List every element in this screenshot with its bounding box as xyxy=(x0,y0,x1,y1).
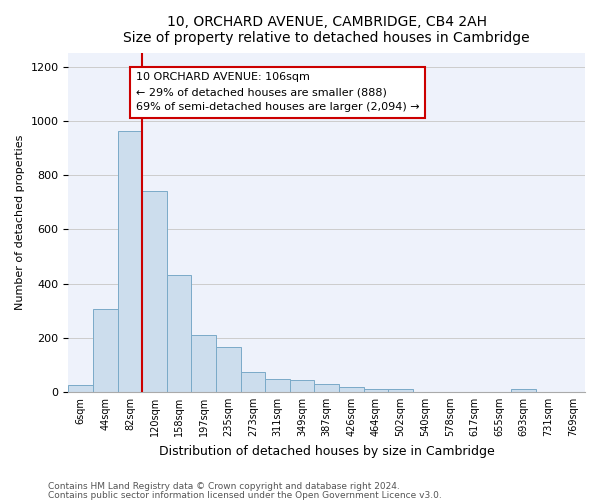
X-axis label: Distribution of detached houses by size in Cambridge: Distribution of detached houses by size … xyxy=(159,444,494,458)
Text: Contains public sector information licensed under the Open Government Licence v3: Contains public sector information licen… xyxy=(48,490,442,500)
Bar xyxy=(191,335,216,392)
Bar xyxy=(364,389,388,392)
Bar xyxy=(290,380,314,392)
Y-axis label: Number of detached properties: Number of detached properties xyxy=(15,135,25,310)
Bar xyxy=(68,385,93,392)
Bar xyxy=(339,387,364,392)
Bar xyxy=(241,372,265,392)
Bar xyxy=(265,379,290,392)
Text: Contains HM Land Registry data © Crown copyright and database right 2024.: Contains HM Land Registry data © Crown c… xyxy=(48,482,400,491)
Bar xyxy=(93,310,118,392)
Bar xyxy=(167,276,191,392)
Bar xyxy=(511,389,536,392)
Text: 10 ORCHARD AVENUE: 106sqm
← 29% of detached houses are smaller (888)
69% of semi: 10 ORCHARD AVENUE: 106sqm ← 29% of detac… xyxy=(136,72,419,112)
Bar xyxy=(216,347,241,392)
Bar xyxy=(142,192,167,392)
Bar xyxy=(118,130,142,392)
Bar xyxy=(314,384,339,392)
Bar xyxy=(388,389,413,392)
Title: 10, ORCHARD AVENUE, CAMBRIDGE, CB4 2AH
Size of property relative to detached hou: 10, ORCHARD AVENUE, CAMBRIDGE, CB4 2AH S… xyxy=(124,15,530,45)
